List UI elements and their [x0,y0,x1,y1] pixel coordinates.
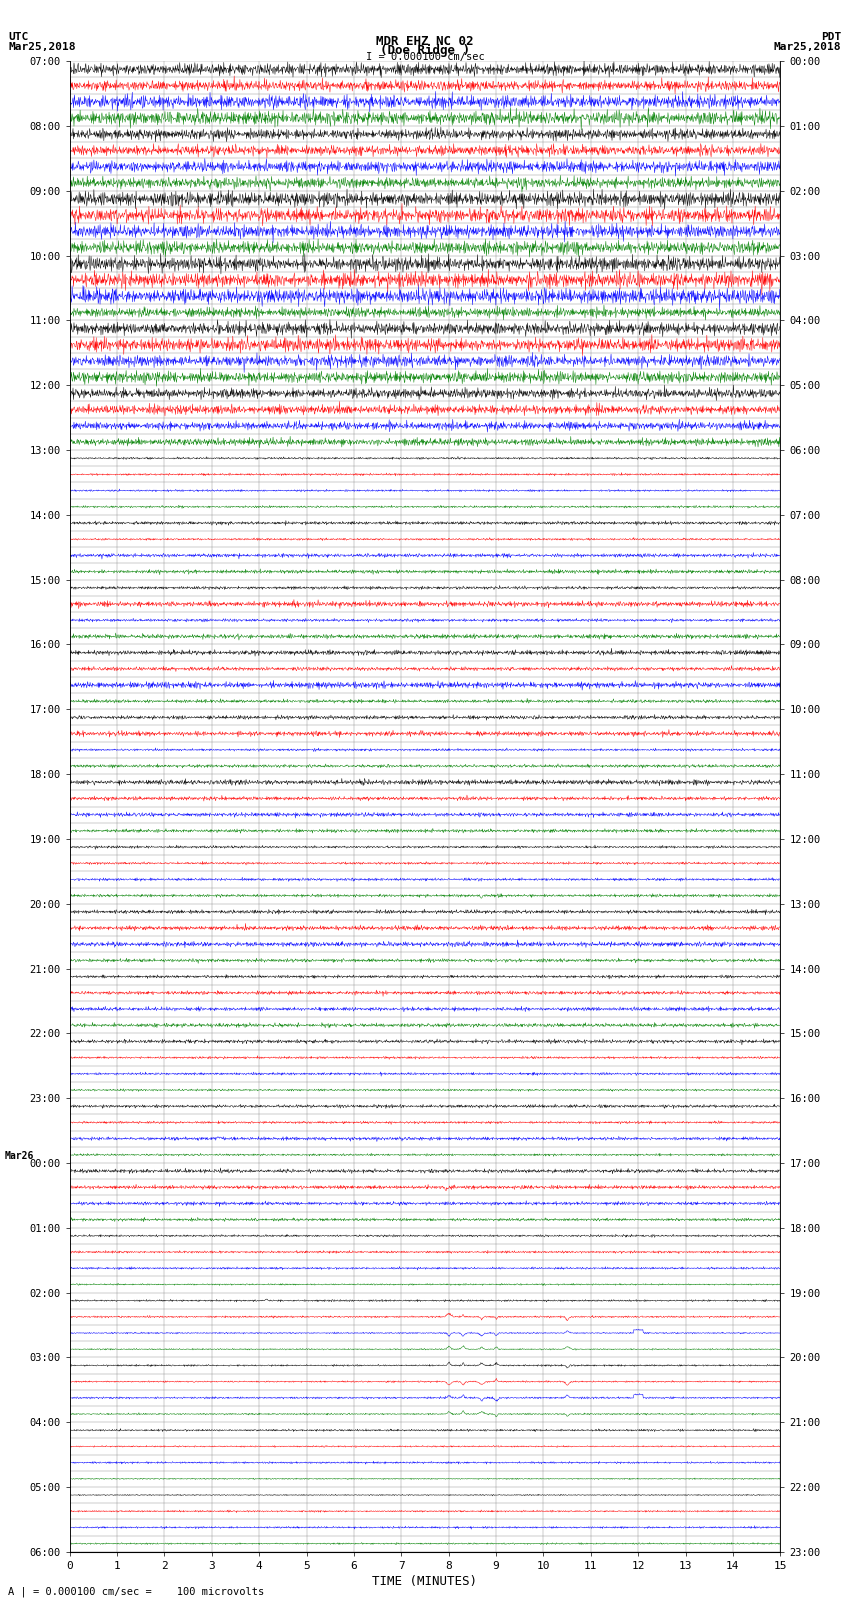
Text: A | = 0.000100 cm/sec =    100 microvolts: A | = 0.000100 cm/sec = 100 microvolts [8,1586,264,1597]
X-axis label: TIME (MINUTES): TIME (MINUTES) [372,1574,478,1587]
Text: I = 0.000100 cm/sec: I = 0.000100 cm/sec [366,52,484,61]
Text: PDT: PDT [821,32,842,42]
Text: Mar25,2018: Mar25,2018 [8,42,76,52]
Text: MDR EHZ NC 02: MDR EHZ NC 02 [377,35,473,48]
Text: (Doe Ridge ): (Doe Ridge ) [380,44,470,56]
Text: Mar26: Mar26 [4,1152,34,1161]
Text: UTC: UTC [8,32,29,42]
Text: Mar25,2018: Mar25,2018 [774,42,842,52]
